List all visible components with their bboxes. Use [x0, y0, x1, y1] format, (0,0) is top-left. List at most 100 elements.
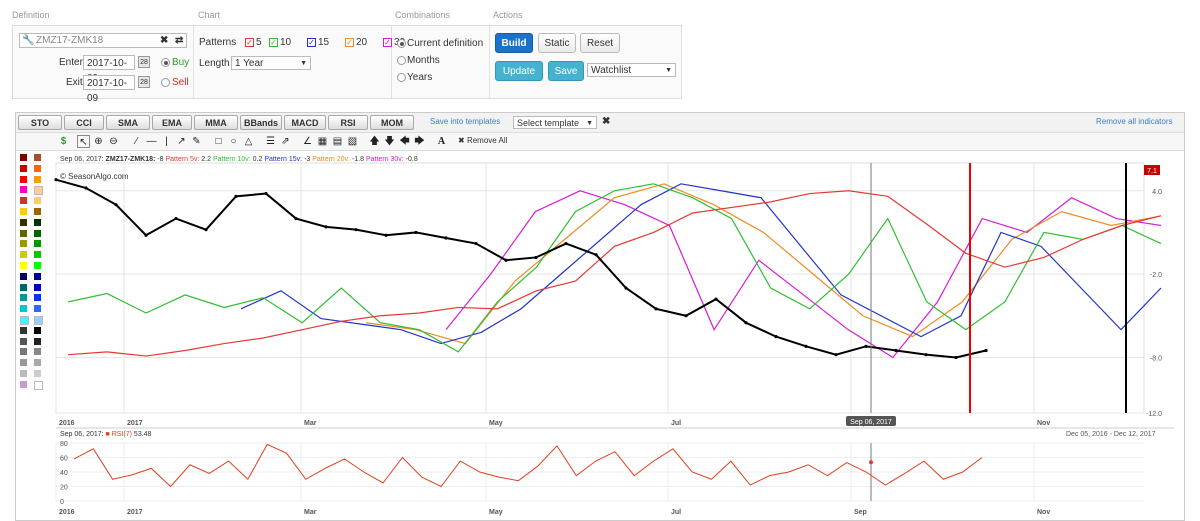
color-swatch[interactable]	[34, 197, 41, 205]
levels-icon[interactable]: ▤	[332, 136, 343, 147]
indicator-button-rsi[interactable]: RSI	[328, 115, 368, 130]
color-swatch[interactable]	[20, 283, 27, 291]
color-swatch[interactable]	[20, 164, 27, 172]
color-swatch[interactable]	[34, 262, 41, 269]
shuffle-icon[interactable]: ⇄	[175, 35, 184, 46]
buy-radio[interactable]	[161, 58, 170, 67]
color-swatch[interactable]	[34, 337, 41, 345]
build-button[interactable]: Build	[495, 33, 533, 53]
indicator-button-macd[interactable]: MACD	[284, 115, 326, 130]
color-swatch[interactable]	[20, 370, 27, 377]
template-select[interactable]: Select template ▼	[513, 116, 597, 129]
indicator-button-sto[interactable]: STO	[18, 115, 62, 130]
triangle-icon[interactable]: △	[244, 136, 253, 147]
color-swatch[interactable]	[34, 251, 41, 259]
exit-date-input[interactable]: 2017-10-09	[83, 75, 135, 104]
combination-radio-months[interactable]	[397, 56, 406, 65]
dollar-icon[interactable]: $	[60, 136, 67, 147]
pointer-icon[interactable]: ↖	[77, 135, 90, 148]
arrow-left-icon[interactable]: 🡄	[399, 136, 410, 147]
color-swatch[interactable]	[34, 240, 41, 248]
color-swatch[interactable]	[20, 348, 27, 356]
rectangle-icon[interactable]: □	[215, 136, 222, 147]
pen-icon[interactable]: ✎	[192, 136, 201, 147]
indicator-button-mma[interactable]: MMA	[194, 115, 238, 130]
color-swatch[interactable]	[34, 154, 41, 161]
color-swatch[interactable]	[20, 197, 27, 205]
color-swatch[interactable]	[20, 218, 27, 226]
color-swatch[interactable]	[34, 283, 41, 291]
pattern-checkbox-15[interactable]: ✓	[307, 38, 316, 47]
color-swatch[interactable]	[20, 240, 27, 248]
color-swatch[interactable]	[20, 316, 29, 325]
calendar-icon[interactable]: 28	[138, 76, 150, 88]
pattern-checkbox-5[interactable]: ✓	[245, 38, 254, 47]
length-select[interactable]: 1 Year ▼	[231, 56, 311, 70]
color-swatch[interactable]	[20, 294, 27, 302]
color-swatch[interactable]	[34, 175, 41, 183]
color-swatch[interactable]	[34, 326, 41, 334]
color-swatch[interactable]	[20, 186, 27, 194]
color-swatch[interactable]	[20, 305, 27, 313]
remove-all-indicators-link[interactable]: Remove all indicators	[1096, 117, 1173, 126]
channel-icon[interactable]: ☰	[266, 136, 275, 147]
reset-button[interactable]: Reset	[580, 33, 620, 53]
color-swatch[interactable]	[20, 229, 27, 237]
enter-date-input[interactable]: 2017-10-09	[83, 55, 135, 84]
zoom-in-icon[interactable]: ⊕	[94, 136, 103, 147]
price-chart[interactable]: 2016 2017 Mar May Jul Sep Nov 4.0 -2.0 -8.0 -12.0 S…	[16, 113, 1184, 520]
color-swatch[interactable]	[20, 208, 27, 215]
circle-icon[interactable]: ○	[230, 136, 237, 147]
color-swatch[interactable]	[20, 154, 27, 161]
static-button[interactable]: Static	[538, 33, 576, 53]
color-swatch[interactable]	[20, 359, 27, 367]
color-swatch[interactable]	[34, 359, 41, 367]
pattern-checkbox-20[interactable]: ✓	[345, 38, 354, 47]
color-swatch[interactable]	[34, 186, 43, 196]
color-swatch[interactable]	[20, 262, 27, 269]
sell-radio[interactable]	[161, 78, 170, 87]
combination-radio-current[interactable]	[397, 39, 406, 48]
color-swatch[interactable]	[34, 380, 43, 390]
save-templates-link[interactable]: Save into templates	[430, 117, 501, 126]
color-swatch[interactable]	[34, 370, 41, 377]
color-swatch[interactable]	[20, 251, 27, 259]
line-tool-icon[interactable]: ∕	[135, 136, 138, 147]
color-swatch[interactable]	[34, 348, 41, 356]
color-swatch[interactable]	[34, 208, 41, 215]
gann-icon[interactable]: ▦	[317, 136, 328, 147]
horizontal-line-icon[interactable]: —	[146, 136, 157, 147]
color-swatch[interactable]	[20, 272, 27, 280]
ray-icon[interactable]: ↗	[177, 136, 186, 147]
color-swatch[interactable]	[20, 380, 27, 388]
indicator-button-ema[interactable]: EMA	[152, 115, 192, 130]
zoom-out-icon[interactable]: ⊖	[109, 136, 118, 147]
vertical-line-icon[interactable]: |	[165, 136, 168, 147]
fan-icon[interactable]: ∠	[303, 136, 312, 147]
color-swatch[interactable]	[34, 294, 41, 302]
indicator-button-mom[interactable]: MOM	[370, 115, 414, 130]
combination-radio-years[interactable]	[397, 73, 406, 82]
text-tool-icon[interactable]: A	[437, 136, 446, 147]
fibonacci-icon[interactable]: ⇗	[281, 136, 290, 147]
color-swatch[interactable]	[20, 326, 27, 334]
color-swatch[interactable]	[34, 218, 41, 226]
color-swatch[interactable]	[34, 272, 41, 280]
symbol-input[interactable]: ZMZ17-ZMK18	[36, 35, 104, 46]
pattern-checkbox-30[interactable]: ✓	[383, 38, 392, 47]
clear-icon[interactable]: ✖	[160, 35, 169, 46]
close-icon[interactable]: ✖	[602, 116, 611, 127]
save-button[interactable]: Save	[548, 61, 584, 81]
color-swatch[interactable]	[34, 164, 41, 172]
symbol-field[interactable]: 🔧 ZMZ17-ZMK18 ✖ ⇄	[19, 33, 187, 48]
color-swatch[interactable]	[20, 337, 27, 345]
remove-all-drawings-button[interactable]: ✖ Remove All	[458, 136, 508, 145]
pattern-checkbox-10[interactable]: ✓	[269, 38, 278, 47]
arrow-right-icon[interactable]: 🡆	[414, 136, 425, 147]
indicator-button-cci[interactable]: CCI	[64, 115, 104, 130]
color-swatch[interactable]	[34, 316, 43, 325]
indicator-button-sma[interactable]: SMA	[106, 115, 150, 130]
watchlist-select[interactable]: Watchlist ▼	[587, 63, 676, 77]
color-swatch[interactable]	[20, 175, 27, 183]
grid-icon[interactable]: ▧	[347, 136, 358, 147]
